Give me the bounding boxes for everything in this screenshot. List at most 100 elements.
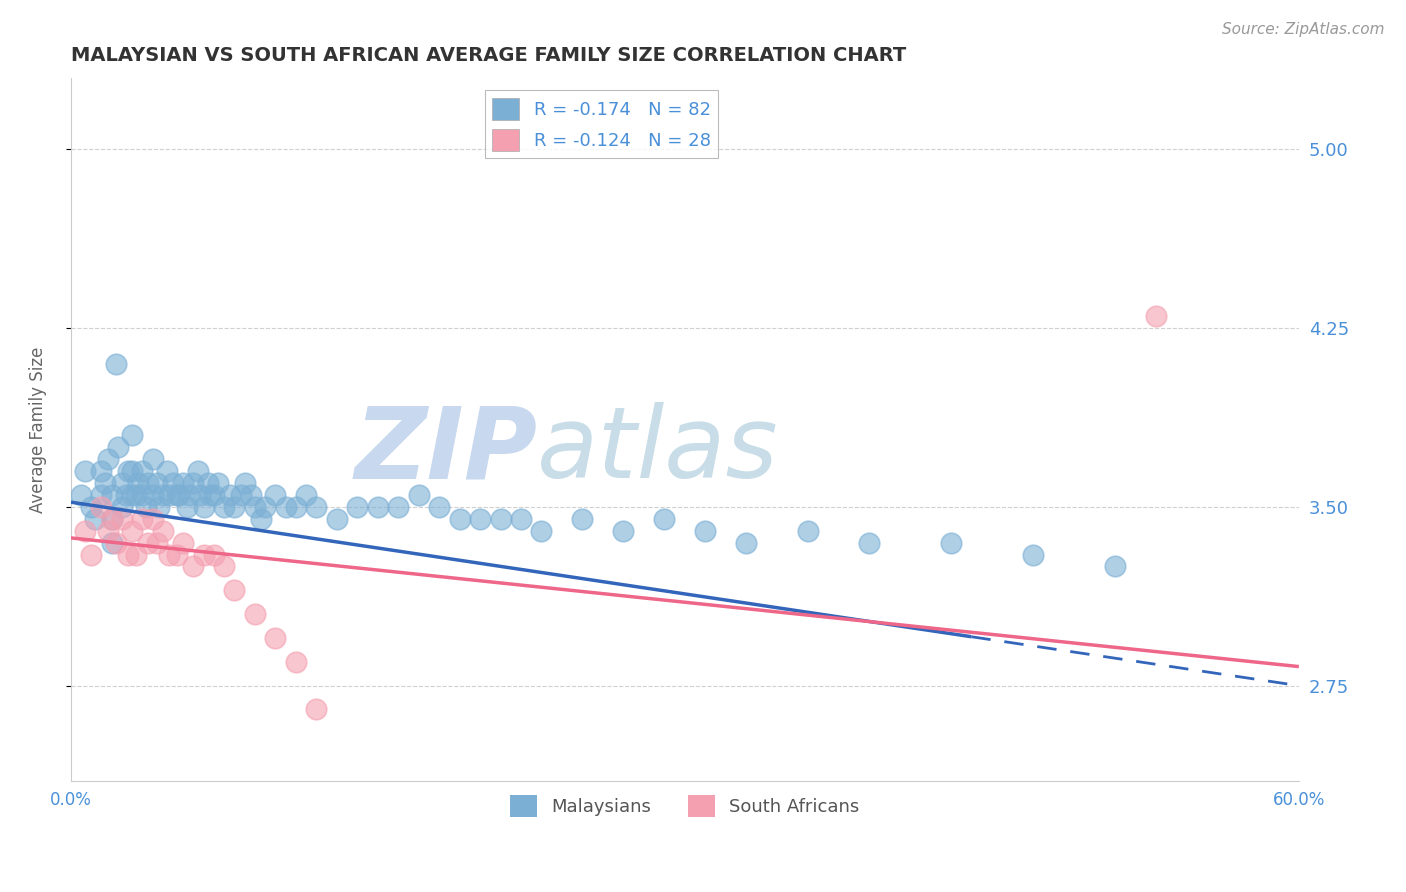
Point [179,488,201,502]
Point [326,512,349,526]
Point [115,488,138,502]
Point [264,488,287,502]
Point [131,488,153,502]
Point [468,512,491,526]
Point [284,655,307,669]
Point [138,535,160,549]
Point [135,500,157,514]
Point [243,500,266,514]
Point [176,500,198,514]
Point [530,524,553,538]
Point [121,428,143,442]
Point [188,488,211,502]
Point [157,548,180,562]
Point [183,476,205,491]
Point [250,512,273,526]
Point [652,512,675,526]
Point [73,464,96,478]
Point [202,548,225,562]
Point [96,524,118,538]
Point [80,500,103,514]
Point [73,524,96,538]
Text: ZIP: ZIP [354,402,537,499]
Point [233,476,256,491]
Point [264,631,287,645]
Point [125,548,148,562]
Point [104,535,127,549]
Point [295,488,318,502]
Point [193,548,215,562]
Point [100,535,122,549]
Point [219,488,242,502]
Point [131,464,153,478]
Point [166,488,188,502]
Point [90,488,112,502]
Point [229,488,252,502]
Point [107,440,129,454]
Point [193,500,215,514]
Point [239,488,262,502]
Y-axis label: Average Family Size: Average Family Size [30,346,46,513]
Point [141,512,163,526]
Point [212,500,235,514]
Point [939,535,962,549]
Point [166,548,188,562]
Point [141,488,163,502]
Point [197,476,219,491]
Point [198,488,221,502]
Point [489,512,512,526]
Point [796,524,818,538]
Point [117,548,139,562]
Point [100,512,122,526]
Point [305,702,328,716]
Point [167,488,190,502]
Point [243,607,266,622]
Point [148,500,170,514]
Point [571,512,593,526]
Point [84,512,107,526]
Point [735,535,758,549]
Point [145,535,167,549]
Point [224,583,246,598]
Point [70,488,93,502]
Point [346,500,368,514]
Point [141,452,163,467]
Point [274,500,297,514]
Point [100,512,122,526]
Point [387,500,409,514]
Point [111,512,134,526]
Point [183,559,205,574]
Point [172,476,194,491]
Point [367,500,389,514]
Point [157,488,180,502]
Point [104,357,127,371]
Point [284,500,307,514]
Point [510,512,533,526]
Point [117,464,139,478]
Point [408,488,430,502]
Text: MALAYSIAN VS SOUTH AFRICAN AVERAGE FAMILY SIZE CORRELATION CHART: MALAYSIAN VS SOUTH AFRICAN AVERAGE FAMIL… [70,46,905,65]
Point [80,548,103,562]
Point [94,476,117,491]
Point [145,476,167,491]
Point [156,464,179,478]
Point [1104,559,1126,574]
Point [131,512,153,526]
Point [96,452,118,467]
Point [121,488,143,502]
Point [187,464,209,478]
Text: Source: ZipAtlas.com: Source: ZipAtlas.com [1222,22,1385,37]
Point [90,500,112,514]
Point [121,464,143,478]
Point [172,535,194,549]
Point [254,500,277,514]
Point [449,512,471,526]
Point [90,464,112,478]
Point [152,488,174,502]
Point [100,488,122,502]
Point [858,535,880,549]
Point [111,476,134,491]
Point [305,500,328,514]
Legend: Malaysians, South Africans: Malaysians, South Africans [503,789,866,825]
Point [125,488,148,502]
